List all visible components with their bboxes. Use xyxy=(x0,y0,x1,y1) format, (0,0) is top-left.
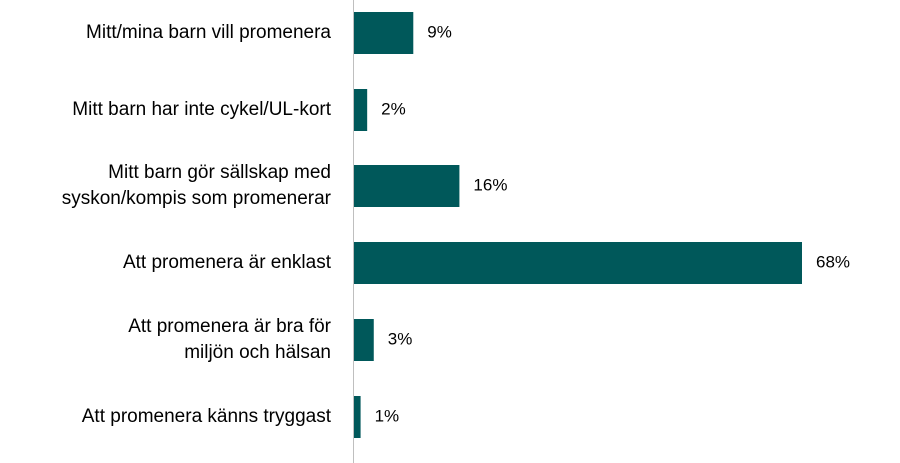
category-label: Att promenera känns tryggast xyxy=(82,406,332,427)
value-label: 9% xyxy=(427,22,452,41)
bar xyxy=(354,165,460,207)
bars-group xyxy=(354,12,802,438)
category-label: Att promenera är bra för xyxy=(128,316,331,337)
category-label: syskon/kompis som promenerar xyxy=(62,188,332,209)
value-label: 1% xyxy=(375,406,400,425)
category-label: Mitt barn gör sällskap med xyxy=(108,162,331,183)
bar xyxy=(354,89,368,131)
category-labels-group: Mitt/mina barn vill promenera Mitt barn h… xyxy=(62,22,332,427)
bar xyxy=(354,12,414,54)
value-label: 16% xyxy=(473,175,507,194)
value-label: 2% xyxy=(381,99,406,118)
category-label: Mitt/mina barn vill promenera xyxy=(86,22,331,43)
category-label: Mitt barn har inte cykel/UL-kort xyxy=(72,99,331,120)
category-label: miljön och hälsan xyxy=(184,342,331,363)
bar xyxy=(354,242,802,284)
bar xyxy=(354,319,374,361)
value-label: 68% xyxy=(816,252,850,271)
value-label: 3% xyxy=(388,329,413,348)
value-labels-group: 9% 2% 16% 68% 3% 1% xyxy=(375,22,850,425)
bar xyxy=(354,396,361,438)
category-label: Att promenera är enklast xyxy=(123,252,332,273)
